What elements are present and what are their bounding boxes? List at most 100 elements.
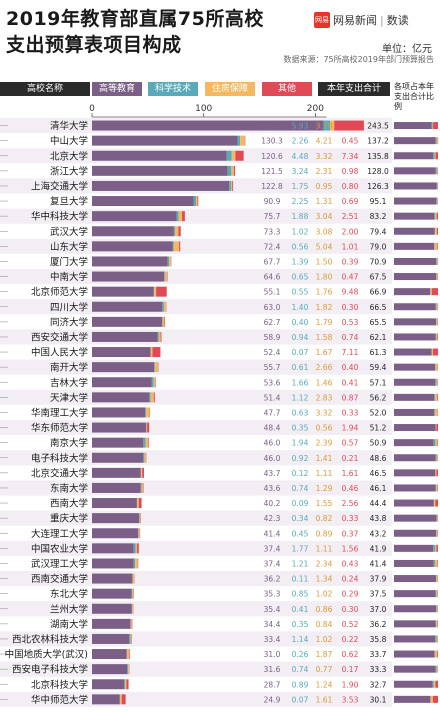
value-label: 2.83 bbox=[316, 393, 333, 402]
ratio-segment bbox=[435, 363, 438, 371]
school-name: 华南理工大学 bbox=[31, 407, 88, 419]
bar-segment-higher-edu bbox=[92, 694, 120, 705]
bar-segment-housing bbox=[169, 256, 171, 267]
value-label: 0.52 bbox=[342, 620, 359, 629]
bar-segment-housing bbox=[135, 543, 137, 554]
ratio-segment bbox=[394, 363, 436, 371]
value-label: 50.9 bbox=[370, 439, 387, 448]
bar-segment-sci-tech bbox=[127, 664, 129, 675]
ratio-segment bbox=[435, 469, 437, 477]
ratio-segment bbox=[394, 680, 433, 688]
ratio-segment bbox=[436, 590, 438, 598]
bar-segment-sci-tech bbox=[154, 362, 155, 373]
bar-segment-higher-edu bbox=[92, 664, 128, 675]
bar-segment-other bbox=[244, 135, 246, 146]
bar-segment-higher-edu bbox=[92, 558, 134, 569]
value-label: 42.3 bbox=[264, 514, 281, 523]
column-other: 其他 bbox=[262, 82, 312, 96]
bar-segment-other bbox=[136, 543, 139, 554]
ratio-segment bbox=[434, 152, 436, 160]
school-name: 西安电子科技大学 bbox=[12, 664, 88, 676]
value-label: 0.95 bbox=[316, 182, 333, 191]
bar-segment-sci-tech bbox=[133, 558, 136, 569]
ratio-segment bbox=[394, 439, 434, 447]
ratio-segment bbox=[436, 227, 438, 235]
ratio-segment bbox=[436, 197, 438, 205]
value-label: 0.85 bbox=[292, 590, 309, 599]
value-label: 0.33 bbox=[342, 408, 359, 417]
school-name: 西北农林科技大学 bbox=[12, 633, 88, 645]
value-label: 57.1 bbox=[370, 378, 387, 387]
value-label: 41.4 bbox=[264, 529, 281, 538]
value-label: 0.34 bbox=[292, 514, 309, 523]
value-label: 33.4 bbox=[264, 635, 281, 644]
ratio-segment bbox=[435, 439, 438, 447]
bar-segment-sci-tech bbox=[145, 407, 146, 418]
ratio-segment bbox=[394, 590, 436, 598]
bar-segment-other bbox=[147, 422, 150, 433]
ratio-segment bbox=[394, 559, 434, 567]
value-label: 1.56 bbox=[342, 544, 359, 553]
school-name: 中国人民大学 bbox=[31, 347, 88, 359]
value-label: 0.40 bbox=[342, 363, 359, 372]
bar-segment-higher-edu bbox=[92, 513, 140, 524]
value-label: 36.2 bbox=[264, 575, 281, 584]
bar-segment-higher-edu bbox=[92, 362, 155, 373]
bar-segment-higher-edu bbox=[92, 165, 228, 176]
value-label: 0.40 bbox=[292, 318, 309, 327]
bar-segment-housing bbox=[153, 377, 156, 388]
value-label: 0.37 bbox=[342, 529, 359, 538]
value-label: 83.2 bbox=[370, 212, 387, 221]
value-label: 135.8 bbox=[367, 152, 389, 161]
bar-segment-sci-tech bbox=[172, 241, 174, 252]
bar-segment-housing bbox=[196, 196, 198, 207]
value-label: 0.35 bbox=[292, 620, 309, 629]
value-label: 0.46 bbox=[342, 484, 359, 493]
bar-segment-housing bbox=[141, 482, 143, 493]
value-label: 51.4 bbox=[264, 393, 281, 402]
value-label: 3.70 bbox=[316, 122, 333, 131]
value-label: 1.14 bbox=[292, 635, 309, 644]
bar-segment-housing bbox=[128, 664, 129, 675]
bar-segment-other bbox=[160, 331, 162, 342]
value-label: 70.9 bbox=[370, 257, 387, 266]
bar-segment-higher-edu bbox=[92, 256, 168, 267]
value-label: 0.17 bbox=[342, 665, 359, 674]
value-label: 2.34 bbox=[316, 559, 333, 568]
value-label: 31.6 bbox=[264, 665, 281, 674]
value-label: 47.7 bbox=[264, 408, 281, 417]
bar-segment-housing bbox=[132, 588, 134, 599]
value-label: 0.55 bbox=[292, 288, 309, 297]
bar-segment-housing bbox=[240, 135, 245, 146]
bar-segment-sci-tech bbox=[143, 437, 146, 448]
ratio-segment bbox=[394, 303, 436, 311]
value-label: 0.43 bbox=[342, 559, 359, 568]
x-tick-label: 100 bbox=[195, 104, 212, 114]
value-label: 0.92 bbox=[292, 454, 309, 463]
column-header: 高校名称 高等教育 科学技术 住房保障 其他 本年支出合计 各项占本年支出合计比… bbox=[0, 82, 440, 112]
value-label: 37.0 bbox=[370, 605, 387, 614]
bar-segment-housing bbox=[231, 180, 233, 191]
bar-segment-housing bbox=[158, 331, 161, 342]
school-name: 北京师范大学 bbox=[31, 286, 88, 298]
ratio-segment bbox=[436, 257, 438, 265]
value-label: 79.4 bbox=[370, 227, 387, 236]
value-label: 1.40 bbox=[292, 303, 309, 312]
bar-segment-housing bbox=[132, 573, 135, 584]
value-label: 1.82 bbox=[316, 303, 333, 312]
value-label: 58.9 bbox=[264, 333, 281, 342]
ratio-segment bbox=[436, 620, 438, 628]
value-label: 37.4 bbox=[264, 544, 281, 553]
bar-segment-sci-tech bbox=[124, 679, 126, 690]
bar-segment-higher-edu bbox=[92, 211, 177, 222]
ratio-segment bbox=[435, 544, 437, 552]
bar-segment-sci-tech bbox=[167, 256, 170, 267]
value-label: 7.11 bbox=[342, 348, 359, 357]
bar-segment-housing bbox=[178, 211, 183, 222]
ratio-segment bbox=[435, 137, 437, 145]
ratio-segment bbox=[436, 182, 438, 190]
school-name: 东北大学 bbox=[50, 588, 88, 600]
ratio-segment bbox=[435, 454, 437, 462]
value-label: 1.55 bbox=[316, 499, 333, 508]
school-name: 武汉大学 bbox=[50, 226, 88, 238]
